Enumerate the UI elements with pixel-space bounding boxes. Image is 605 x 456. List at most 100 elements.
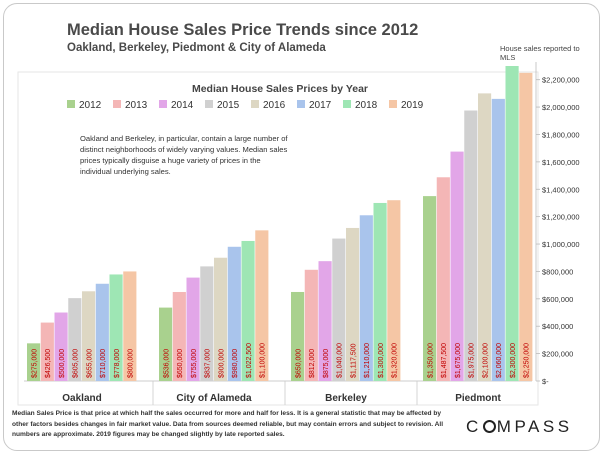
data-label-2015: $1,040,000	[337, 343, 344, 378]
bar-2015	[464, 110, 478, 382]
data-label-2014: $875,000	[323, 349, 330, 378]
bar-2014	[54, 312, 68, 381]
data-label-2018: $1,300,000	[378, 343, 385, 378]
legend-label-2019: 2019	[401, 100, 424, 111]
data-label-2012: $536,000	[163, 349, 170, 378]
bar-2016	[346, 227, 360, 381]
legend-label-2013: 2013	[125, 100, 148, 111]
data-label-2016: $1,117,500	[350, 343, 357, 378]
data-label-2017: $1,210,000	[364, 343, 371, 378]
bar-chart: Median House Sales Prices by Year 2012 201…	[17, 62, 580, 406]
data-label-2019: $800,000	[128, 349, 135, 378]
bar-2012	[27, 343, 41, 381]
data-label-2017: $980,000	[232, 349, 239, 378]
data-label-2018: $778,000	[114, 349, 121, 378]
y-tick-label: $1,000,000	[542, 240, 580, 249]
data-label-2019: $1,320,000	[392, 343, 399, 378]
bar-2012	[159, 307, 173, 381]
data-label-2015: $1,975,000	[469, 343, 476, 378]
y-tick-label: $1,200,000	[542, 213, 580, 222]
bar-2015	[332, 238, 346, 381]
data-label-2012: $1,350,000	[427, 343, 434, 378]
data-label-2015: $837,000	[205, 349, 212, 378]
category-label: Piedmont	[455, 393, 501, 404]
bar-2019	[519, 72, 533, 381]
bar-2013	[172, 291, 186, 381]
bar-2013	[436, 177, 450, 381]
annotation-line: distinct neighborhoods of widely varying…	[80, 145, 287, 154]
legend-label-2017: 2017	[309, 100, 332, 111]
bar-group-city-of-alameda: $536,000 $650,000 $755,000 $837,000 $900,000…	[159, 230, 269, 404]
data-label-2019: $1,100,000	[260, 343, 267, 378]
data-label-2014: $500,000	[59, 349, 66, 378]
y-tick-label: $800,000	[542, 267, 573, 276]
legend-swatch-2013	[113, 100, 121, 108]
bar-2016	[478, 93, 492, 382]
legend: 2012 2013 2014 2015 2016 2017 2018 2019	[67, 100, 424, 111]
data-label-2018: $1,022,500	[246, 343, 253, 378]
legend-swatch-2014	[159, 100, 167, 108]
bar-2015	[68, 298, 82, 381]
category-label: Berkeley	[325, 393, 367, 404]
annotation-line: individual underlying sales.	[80, 167, 171, 176]
bar-2016	[214, 257, 228, 381]
y-tick-label: $-	[542, 377, 549, 386]
category-label: Oakland	[62, 393, 101, 404]
data-label-2018: $2,300,000	[510, 343, 517, 378]
legend-label-2014: 2014	[171, 100, 194, 111]
legend-swatch-2019	[389, 100, 397, 108]
data-label-2013: $812,000	[309, 349, 316, 378]
data-label-2017: $710,000	[100, 349, 107, 378]
page-subtitle: Oakland, Berkeley, Piedmont & City of Al…	[67, 42, 326, 54]
bar-2019	[255, 230, 269, 381]
bar-group-piedmont: $1,350,000 $1,487,500 $1,675,000 $1,975,000…	[423, 66, 533, 404]
y-tick-label: $1,600,000	[542, 158, 580, 167]
legend-swatch-2012	[67, 100, 75, 108]
legend-swatch-2018	[343, 100, 351, 108]
y-tick-label: $1,400,000	[542, 185, 580, 194]
bar-2019	[123, 271, 137, 381]
page-title: Median House Sales Price Trends since 20…	[67, 21, 419, 39]
legend-swatch-2016	[251, 100, 259, 108]
y-tick-label: $2,000,000	[542, 103, 580, 112]
bar-2018	[373, 202, 387, 381]
data-label-2013: $650,000	[177, 349, 184, 378]
y-tick-label: $600,000	[542, 295, 573, 304]
annotation-line: prices typically disguise a huge variety…	[80, 156, 261, 165]
data-label-2012: $650,000	[295, 349, 302, 378]
plot-area-border	[17, 71, 539, 406]
data-label-2013: $426,500	[45, 349, 52, 378]
bar-2016	[82, 291, 96, 381]
compass-logo: C MPASS	[466, 417, 573, 437]
y-tick-label: $2,200,000	[542, 76, 580, 85]
bar-2018	[241, 240, 255, 381]
bar-2019	[387, 200, 401, 381]
category-label: City of Alameda	[176, 393, 252, 404]
legend-swatch-2017	[297, 100, 305, 108]
legend-label-2012: 2012	[79, 100, 102, 111]
bar-2017	[95, 283, 109, 381]
legend-label-2016: 2016	[263, 100, 286, 111]
footnote: Median Sales Price is that price at whic…	[12, 410, 444, 438]
annotation-text: Oakland and Berkeley, in particular, con…	[80, 134, 288, 176]
logo-text-start: C	[466, 417, 482, 436]
bar-2012	[291, 291, 305, 381]
bar-group-berkeley: $650,000 $812,000 $875,000 $1,040,000 $1,117…	[291, 200, 401, 404]
annotation-line: Oakland and Berkeley, in particular, con…	[80, 134, 288, 143]
bar-2014	[450, 151, 464, 381]
chart-frame: Median House Sales Price Trends since 20…	[3, 3, 600, 451]
chart-title: Median House Sales Prices by Year	[192, 83, 368, 95]
data-label-2015: $605,000	[73, 349, 80, 378]
bar-2017	[491, 98, 505, 381]
data-label-2014: $755,000	[191, 349, 198, 378]
data-label-2016: $655,000	[86, 349, 93, 378]
logo-o-ring	[482, 420, 496, 433]
bar-2017	[227, 246, 241, 381]
data-label-2014: $1,675,000	[455, 343, 462, 378]
data-label-2013: $1,487,500	[441, 343, 448, 378]
mls-note: House sales reported to MLS	[500, 44, 580, 62]
bar-2014	[186, 277, 200, 381]
bar-2018	[505, 66, 519, 381]
y-tick-label: $400,000	[542, 322, 573, 331]
bar-2015	[200, 266, 214, 381]
